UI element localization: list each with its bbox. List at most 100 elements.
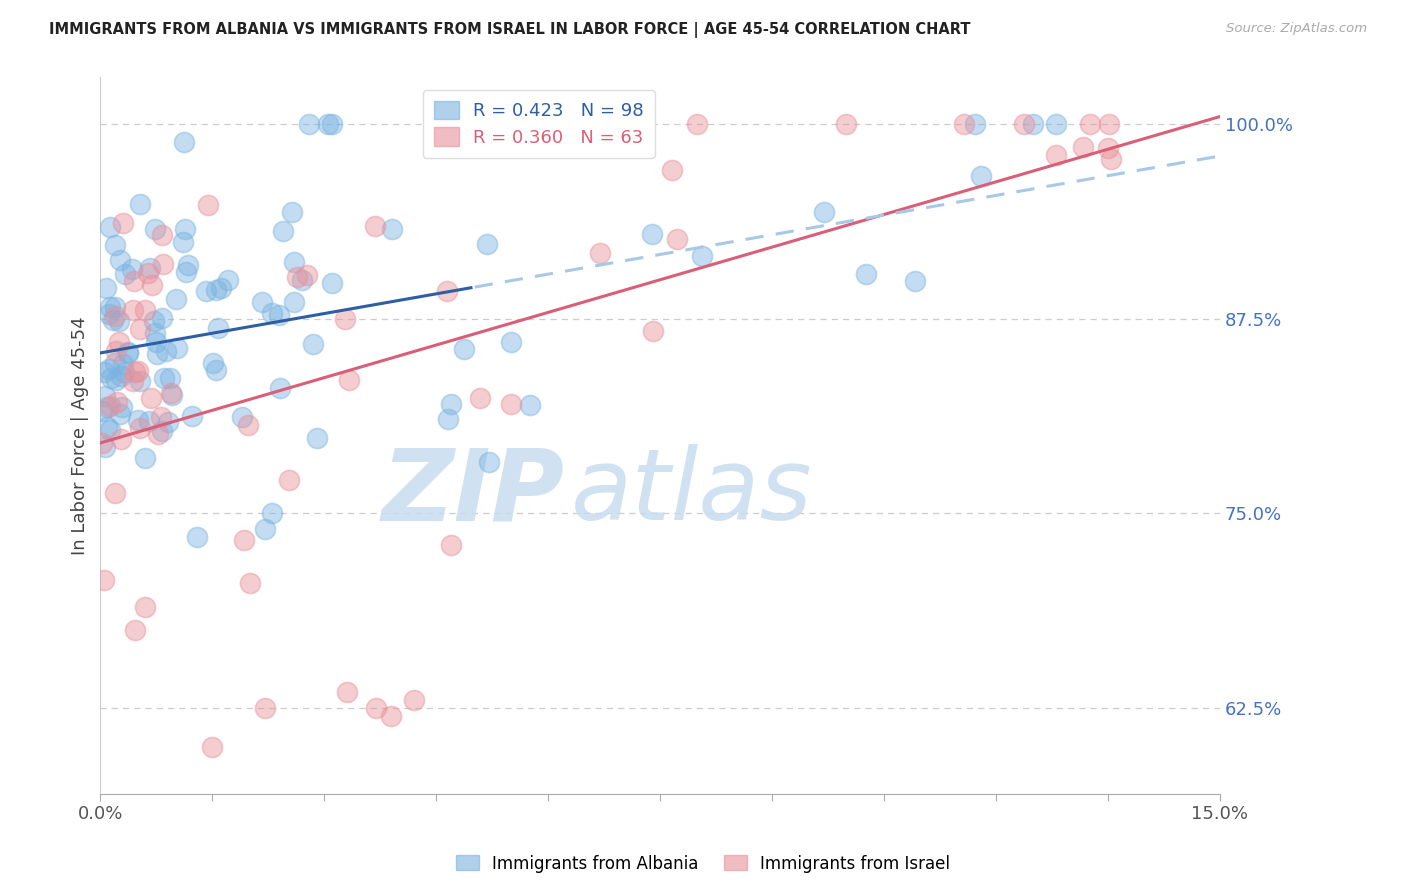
Point [287, 269, 309, 284]
Point [155, 343, 177, 358]
Point [253, 522, 276, 536]
Point [139, 260, 162, 275]
Point [110, 369, 132, 384]
Point [122, 302, 145, 317]
Point [364, 219, 387, 233]
Point [110, 408, 132, 422]
Point [231, 409, 253, 424]
Point [159, 371, 181, 385]
Point [141, 278, 163, 293]
Point [1098, 117, 1121, 131]
Point [127, 364, 149, 378]
Point [302, 337, 325, 351]
Point [1045, 117, 1067, 131]
Point [108, 253, 131, 268]
Point [160, 388, 183, 402]
Point [1022, 117, 1045, 131]
Y-axis label: In Labor Force | Age 45-54: In Labor Force | Age 45-54 [72, 317, 89, 555]
Point [336, 685, 359, 699]
Point [138, 414, 160, 428]
Point [641, 227, 664, 241]
Legend: Immigrants from Albania, Immigrants from Israel: Immigrants from Albania, Immigrants from… [449, 848, 957, 880]
Text: IMMIGRANTS FROM ALBANIA VS IMMIGRANTS FROM ISRAEL IN LABOR FORCE | AGE 45-54 COR: IMMIGRANTS FROM ALBANIA VS IMMIGRANTS FR… [49, 22, 970, 38]
Point [91, 403, 114, 417]
Point [1078, 117, 1101, 131]
Point [174, 222, 197, 236]
Point [105, 343, 128, 358]
Point [150, 410, 173, 425]
Point [166, 341, 188, 355]
Text: atlas: atlas [571, 444, 813, 541]
Point [202, 356, 225, 370]
Point [686, 117, 709, 131]
Text: ZIP: ZIP [382, 444, 565, 541]
Point [813, 205, 835, 219]
Point [107, 395, 129, 409]
Point [307, 431, 329, 445]
Point [128, 374, 150, 388]
Point [316, 117, 339, 131]
Point [114, 268, 136, 282]
Point [661, 163, 683, 178]
Point [295, 268, 318, 282]
Point [835, 117, 858, 131]
Point [477, 455, 499, 469]
Text: Source: ZipAtlas.com: Source: ZipAtlas.com [1226, 22, 1367, 36]
Point [1073, 140, 1095, 154]
Point [104, 309, 127, 323]
Point [98, 307, 121, 321]
Point [136, 266, 159, 280]
Point [110, 400, 132, 414]
Point [112, 365, 135, 379]
Point [1045, 148, 1067, 162]
Point [402, 693, 425, 707]
Point [104, 300, 127, 314]
Point [96, 400, 118, 414]
Point [177, 259, 200, 273]
Point [239, 576, 262, 591]
Point [519, 398, 541, 412]
Point [440, 397, 463, 411]
Point [437, 412, 460, 426]
Point [143, 326, 166, 341]
Point [104, 238, 127, 252]
Point [366, 701, 388, 715]
Point [152, 257, 174, 271]
Point [117, 346, 139, 360]
Point [128, 421, 150, 435]
Point [172, 235, 194, 250]
Point [93, 573, 115, 587]
Point [94, 389, 117, 403]
Point [207, 321, 229, 335]
Point [122, 274, 145, 288]
Point [496, 123, 519, 137]
Point [150, 424, 173, 438]
Point [499, 334, 522, 349]
Point [499, 397, 522, 411]
Point [321, 276, 343, 290]
Point [1099, 153, 1122, 167]
Point [233, 533, 256, 547]
Point [337, 373, 360, 387]
Point [173, 136, 195, 150]
Point [269, 381, 291, 395]
Point [94, 441, 117, 455]
Point [440, 537, 463, 551]
Point [641, 324, 664, 338]
Point [589, 245, 612, 260]
Point [122, 375, 145, 389]
Point [101, 313, 124, 327]
Point [904, 275, 927, 289]
Legend: R = 0.423   N = 98, R = 0.360   N = 63: R = 0.423 N = 98, R = 0.360 N = 63 [423, 90, 655, 158]
Point [321, 117, 343, 131]
Point [94, 281, 117, 295]
Point [108, 313, 131, 327]
Point [217, 273, 239, 287]
Point [453, 342, 475, 356]
Point [253, 701, 276, 715]
Point [134, 451, 156, 466]
Point [970, 169, 993, 184]
Point [195, 284, 218, 298]
Point [855, 267, 877, 281]
Point [93, 365, 115, 379]
